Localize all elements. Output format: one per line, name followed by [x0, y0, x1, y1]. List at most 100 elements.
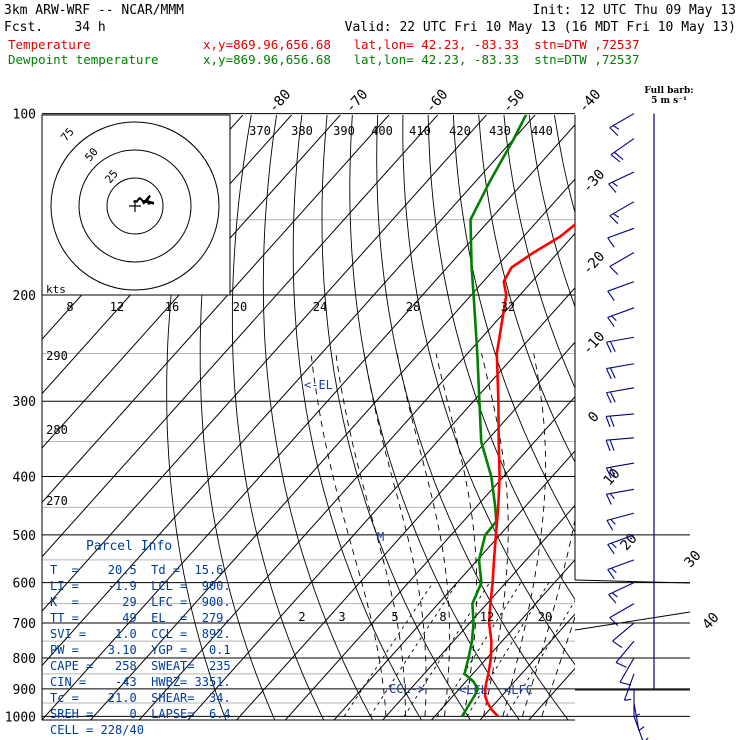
wind-barb-flag — [612, 213, 620, 218]
isotherm-line — [618, 114, 740, 730]
mixing-ratio-line — [466, 582, 550, 717]
isotherm-line — [333, 450, 575, 720]
wind-barb-flag — [606, 520, 614, 531]
dry-adiabat-line — [630, 114, 740, 730]
wind-barb-shaft — [606, 363, 635, 370]
wind-barb-flag — [612, 640, 623, 648]
valid-time: Valid: 22 UTC Fri 10 May 13 (16 MDT Fri … — [344, 20, 736, 35]
theta-e-label: 430 — [489, 124, 511, 138]
hodograph-speed-label: 12 — [110, 300, 124, 314]
isotherm-extension — [574, 579, 691, 584]
mixing-ratio-label: 2 — [298, 610, 305, 624]
wind-barb-flag — [609, 439, 615, 451]
wind-barb-shaft — [606, 387, 635, 394]
dry-adiabat-line — [231, 115, 325, 720]
wind-barb-flag — [607, 569, 615, 580]
wind-barb-shaft — [607, 307, 635, 318]
dry-adiabat-line — [199, 115, 276, 720]
wind-barb-flag — [638, 726, 645, 731]
wind-barb-flag — [610, 518, 616, 525]
wind-barb-shaft — [633, 716, 644, 740]
theta-e-label: 380 — [291, 124, 313, 138]
mixing-ratio-label: 8 — [439, 610, 446, 624]
isotherm-line — [42, 115, 390, 504]
hodograph-speed-label: 28 — [406, 300, 420, 314]
hodograph-trace — [133, 194, 155, 205]
theta-e-label: 440 — [531, 124, 553, 138]
isotherm-line — [382, 504, 575, 720]
wind-barb-flag — [609, 391, 616, 403]
isotherm-tick-label: 30 — [681, 548, 704, 571]
wind-barb-flag — [609, 367, 616, 379]
pressure-tick-label: 1000 — [5, 710, 36, 725]
moist-adiabat-line — [481, 353, 509, 717]
wind-barb-shaft — [607, 534, 635, 546]
wind-barb-flag — [608, 183, 617, 193]
dry-adiabat-line — [452, 115, 575, 534]
parcel-row: CIN = -43 HWBZ= 3351. — [50, 675, 231, 689]
mixing-ratio-label: 12 — [480, 610, 494, 624]
parcel-row: SREH = 0 LAPSE= 6.4 — [50, 707, 231, 721]
wind-barb — [608, 171, 635, 193]
parcel-row: TT = 49 EL = 279. — [50, 611, 231, 625]
wind-barb-flag — [607, 544, 615, 555]
dry-adiabat-line — [528, 115, 575, 309]
wind-barb-flag — [611, 567, 617, 574]
temperature-legend: Temperature — [8, 37, 91, 52]
wind-barb — [607, 281, 635, 301]
wind-barb-flag — [605, 392, 612, 404]
wind-barb-shaft — [606, 462, 635, 469]
wind-barb-shaft — [612, 622, 635, 642]
wind-barb-flag — [609, 215, 619, 225]
dry-adiabat-line — [680, 114, 740, 730]
mixing-ratio-label: 3 — [338, 610, 345, 624]
dry-adiabat-line — [427, 115, 575, 601]
wind-barb-flag — [611, 592, 618, 598]
isotherm-line — [667, 114, 740, 730]
wind-barb-shaft — [609, 252, 635, 267]
wind-barb-flag — [609, 341, 616, 352]
dewpoint-legend: Dewpoint temperature — [8, 52, 159, 67]
pressure-tick-label: 400 — [13, 471, 36, 486]
wind-barb-shaft — [607, 559, 635, 570]
wind-barb-flag — [609, 415, 615, 427]
mixing-ratio-label: 5 — [391, 610, 398, 624]
theta-label: 290 — [46, 349, 68, 363]
isotherm-line — [42, 124, 575, 720]
wind-barb-flag — [615, 662, 627, 668]
isotherm-tick-label: -30 — [580, 167, 609, 197]
dry-adiabat-line — [321, 115, 471, 720]
dry-adiabat-line — [478, 115, 575, 464]
wind-barb — [605, 336, 635, 353]
wind-barb-shaft — [623, 673, 635, 701]
hodograph-speed-label: 24 — [313, 300, 327, 314]
wind-barb — [605, 462, 635, 479]
wind-barb-flag — [609, 127, 619, 137]
theta-label: 270 — [46, 494, 68, 508]
wind-barb-flag — [613, 151, 624, 161]
isotherm-tick-label: -80 — [266, 87, 295, 117]
wind-barb-shaft — [606, 512, 635, 521]
parcel-row: K = 29 LFC = 900. — [50, 595, 231, 609]
isotherm-line — [42, 115, 536, 667]
pressure-tick-label: 200 — [13, 289, 36, 304]
theta-e-label: 400 — [371, 124, 393, 138]
wind-barb-shaft — [606, 336, 635, 343]
dewpoint-profile-line — [460, 115, 528, 718]
isotherm-tick-label: -60 — [423, 87, 452, 117]
init-time: Init: 12 UTC Thu 09 May 13 — [532, 3, 737, 18]
mixing-ratio-line — [343, 582, 434, 717]
wind-barb-flag — [607, 237, 615, 248]
wind-barb — [612, 622, 635, 648]
wind-barb-flag — [607, 290, 615, 301]
isotherm-tick-label: -10 — [580, 329, 609, 359]
moist-adiabat-line — [396, 353, 451, 717]
wind-barb — [610, 138, 635, 163]
dry-adiabat-line — [292, 115, 423, 720]
isotherm-extension — [574, 611, 691, 631]
dry-adiabat-line — [655, 114, 740, 730]
wind-barb — [605, 437, 635, 452]
isotherm-line — [430, 559, 575, 720]
parcel-row: LI = -1.9 LCL = 900. — [50, 579, 231, 593]
dry-adiabat-line — [706, 114, 740, 730]
